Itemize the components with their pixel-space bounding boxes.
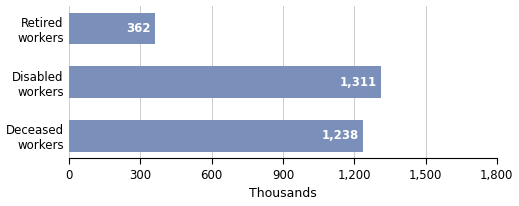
X-axis label: Thousands: Thousands xyxy=(249,187,317,200)
Bar xyxy=(69,66,380,98)
Text: 1,311: 1,311 xyxy=(339,76,376,89)
Text: 362: 362 xyxy=(127,22,151,35)
Bar xyxy=(69,120,363,152)
Bar xyxy=(69,13,155,44)
Text: 1,238: 1,238 xyxy=(322,129,359,142)
